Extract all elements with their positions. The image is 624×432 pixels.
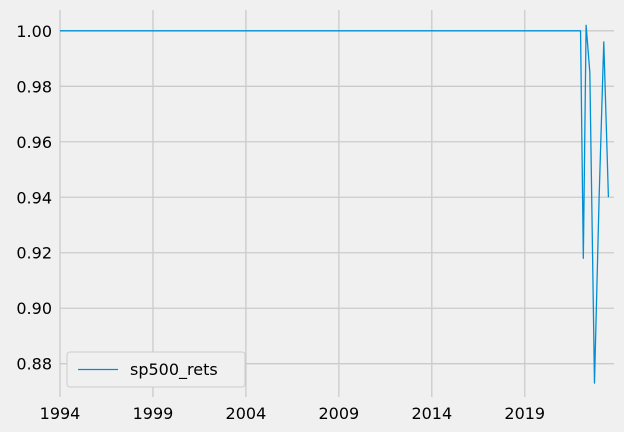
grid-lines — [59, 10, 614, 397]
y-tick-label-0.90: 0.90 — [16, 299, 52, 318]
x-tick-label-2004: 2004 — [226, 404, 267, 423]
legend-box — [66, 351, 246, 388]
series-line-sp500-rets — [60, 24, 610, 384]
x-tick-label-2014: 2014 — [411, 404, 452, 423]
y-tick-label-0.92: 0.92 — [16, 244, 52, 263]
y-tick-label-0.96: 0.96 — [16, 133, 52, 152]
legend: sp500_rets — [66, 351, 246, 388]
y-axis-tick-labels: 0.88 0.90 0.92 0.94 0.96 0.98 1.00 — [16, 22, 52, 374]
legend-label-sp500-rets: sp500_rets — [130, 360, 218, 380]
series-lines — [60, 24, 610, 384]
x-tick-label-1999: 1999 — [133, 404, 174, 423]
y-tick-label-0.94: 0.94 — [16, 188, 52, 207]
y-tick-label-0.98: 0.98 — [16, 77, 52, 96]
x-tick-label-2019: 2019 — [504, 404, 545, 423]
y-tick-label-0.88: 0.88 — [16, 355, 52, 374]
y-tick-label-1.00: 1.00 — [16, 22, 52, 41]
x-tick-label-1994: 1994 — [40, 404, 81, 423]
x-tick-label-2009: 2009 — [318, 404, 359, 423]
x-axis-tick-labels: 1994 1999 2004 2009 2014 2019 — [40, 404, 545, 423]
